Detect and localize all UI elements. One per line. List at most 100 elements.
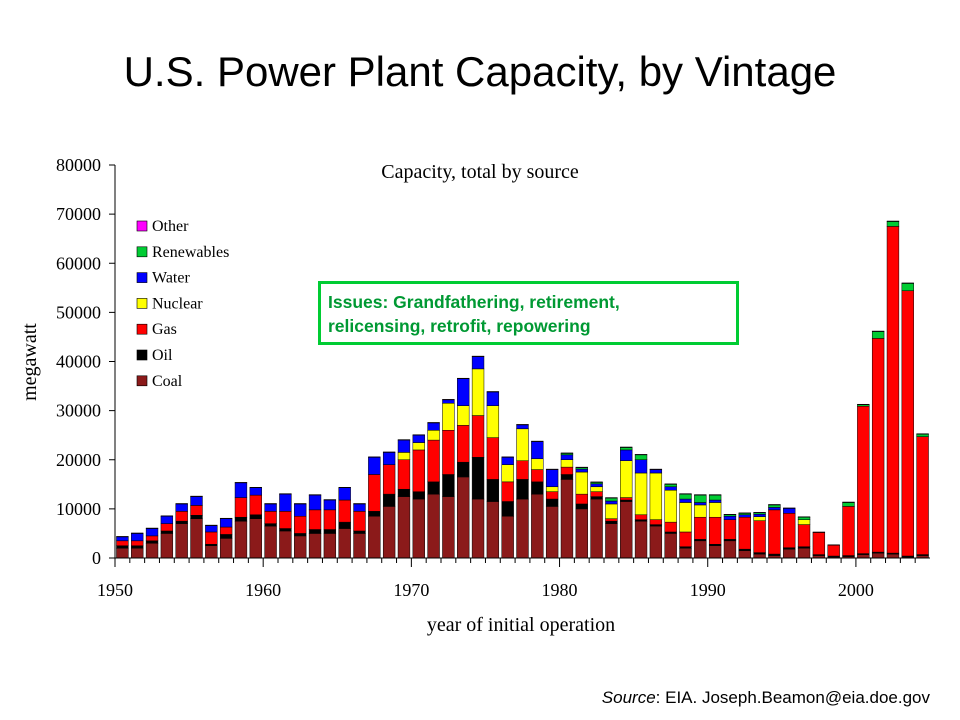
bar-1993-coal [753,553,766,559]
y-tick-label-50000: 50000 [56,302,101,322]
y-tick-label-70000: 70000 [56,204,101,224]
bar-1958-gas [234,497,248,518]
bar-1997-gas [812,532,826,555]
bar-1986-gas [649,519,663,525]
bar-1988-renewables [679,493,692,500]
bar-1983-coal [605,523,618,559]
bar-1985-gas [634,514,648,520]
bar-1982-gas [590,491,603,497]
bar-1999-gas [842,506,855,556]
bar-1975-oil [486,479,500,502]
bar-1973-oil [457,461,470,478]
bar-1969-nuclear [397,452,411,461]
issues-callout: Issues: Grandfathering, retirement, reli… [318,281,739,345]
bar-1970-nuclear [412,442,425,451]
x-tick-label-1990: 1990 [690,580,726,600]
legend-swatch-renewables [136,246,148,258]
bar-1969-coal [397,496,411,559]
axes-layer: 0 10000 20000 30000 40000 50000 60000 70000 8000… [56,155,930,600]
legend-label-other: Other [152,218,189,235]
bar-1980-water [560,454,574,460]
y-tick-label-60000: 60000 [56,253,101,273]
bar-1987-water [664,486,677,491]
bar-1959-oil [249,514,262,519]
bar-1964-coal [323,533,337,559]
bar-1978-water [531,441,544,460]
bar-1963-gas [308,509,322,530]
bar-1975-coal [486,501,500,559]
bar-1973-nuclear [457,405,470,426]
bar-1955-water [190,496,203,506]
y-tick-label-40000: 40000 [56,352,101,372]
bar-1960-gas [264,511,277,524]
bar-1986-coal [649,525,663,559]
bar-1964-oil [323,529,337,534]
bar-1972-oil [442,474,455,497]
bar-1976-nuclear [501,464,514,483]
bar-1983-gas [605,518,618,522]
bar-1963-water [308,494,322,511]
bar-1981-nuclear [575,471,588,495]
bar-1978-nuclear [531,458,544,470]
callout-line-2: relicensing, retrofit, repowering [328,316,591,336]
bar-1957-water [219,518,233,528]
bar-1963-coal [308,533,322,559]
bar-2002-renewables [886,221,900,227]
bar-1987-renewables [664,484,677,488]
bar-2001-renewables [871,331,885,339]
bar-1958-oil [234,516,248,522]
bar-1968-water [382,452,396,465]
bar-1990-gas [708,516,722,545]
bar-1979-water [545,469,559,488]
y-tick-label-80000: 80000 [56,155,101,175]
bar-1984-nuclear [620,460,633,498]
bar-2001-gas [871,338,885,553]
bar-1953-oil [160,530,174,534]
bar-1977-water [516,424,529,430]
bar-1967-gas [368,474,381,512]
bar-1985-nuclear [634,472,648,516]
legend-swatch-nuclear [136,298,148,309]
bar-1984-renewables [620,447,633,451]
bar-1953-coal [160,533,174,559]
bar-1979-nuclear [545,486,559,492]
bar-1995-coal [783,548,796,559]
bar-1951-water [131,533,144,542]
bar-1985-renewables [634,454,648,460]
bar-1992-coal [738,550,751,559]
bar-1972-gas [442,430,455,475]
bar-1970-oil [412,491,425,500]
bar-2001-coal [871,552,885,559]
bar-1994-renewables [768,504,781,508]
bar-1981-water [575,468,588,473]
bar-1991-water [723,515,737,520]
bar-1985-water [634,459,648,474]
bar-1952-water [145,528,159,537]
bar-1992-water [738,514,751,518]
bar-2004-renewables [916,433,929,437]
bar-1974-oil [471,457,485,500]
bar-1979-gas [545,491,559,500]
bar-1980-oil [560,474,574,480]
bar-1980-coal [560,479,574,559]
chart-legend: Other Renewables Water Nuclear Gas Oil Coal [136,218,229,390]
bar-1970-gas [412,449,425,492]
legend-label-renewables: Renewables [152,244,229,261]
bar-1971-oil [427,481,440,495]
bar-1956-gas [205,531,218,545]
bar-1966-gas [353,511,366,532]
bar-1965-oil [338,521,351,529]
bar-1971-water [427,422,440,431]
bar-2000-gas [857,405,870,554]
bar-1966-water [353,503,366,512]
bar-1996-renewables [797,516,811,520]
bar-1959-coal [249,518,262,559]
bar-1950-gas [116,540,129,546]
x-axis-label: year of initial operation [427,614,615,636]
x-tick-label-1970: 1970 [393,580,429,600]
bar-1996-coal [797,547,811,559]
chart-title: Capacity, total by source [381,161,579,183]
bar-1987-nuclear [664,489,677,523]
bar-1950-water [116,536,129,542]
